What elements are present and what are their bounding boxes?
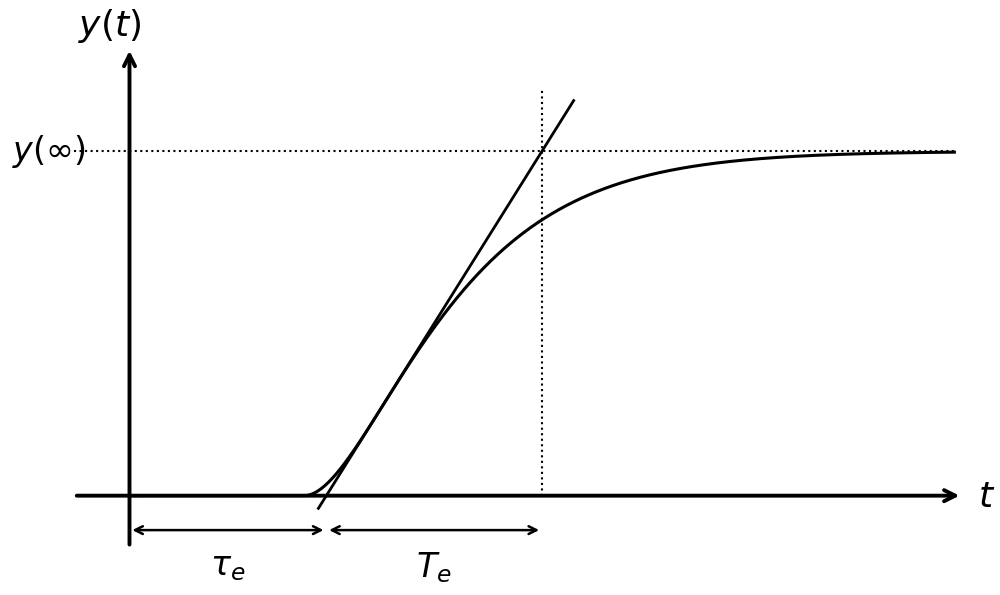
Text: $t$: $t$ <box>978 480 995 515</box>
Text: $T_e$: $T_e$ <box>416 551 452 585</box>
Text: $y(t)$: $y(t)$ <box>78 7 141 45</box>
Text: $\tau_e$: $\tau_e$ <box>210 551 246 583</box>
Text: $y(\infty)$: $y(\infty)$ <box>12 133 86 170</box>
